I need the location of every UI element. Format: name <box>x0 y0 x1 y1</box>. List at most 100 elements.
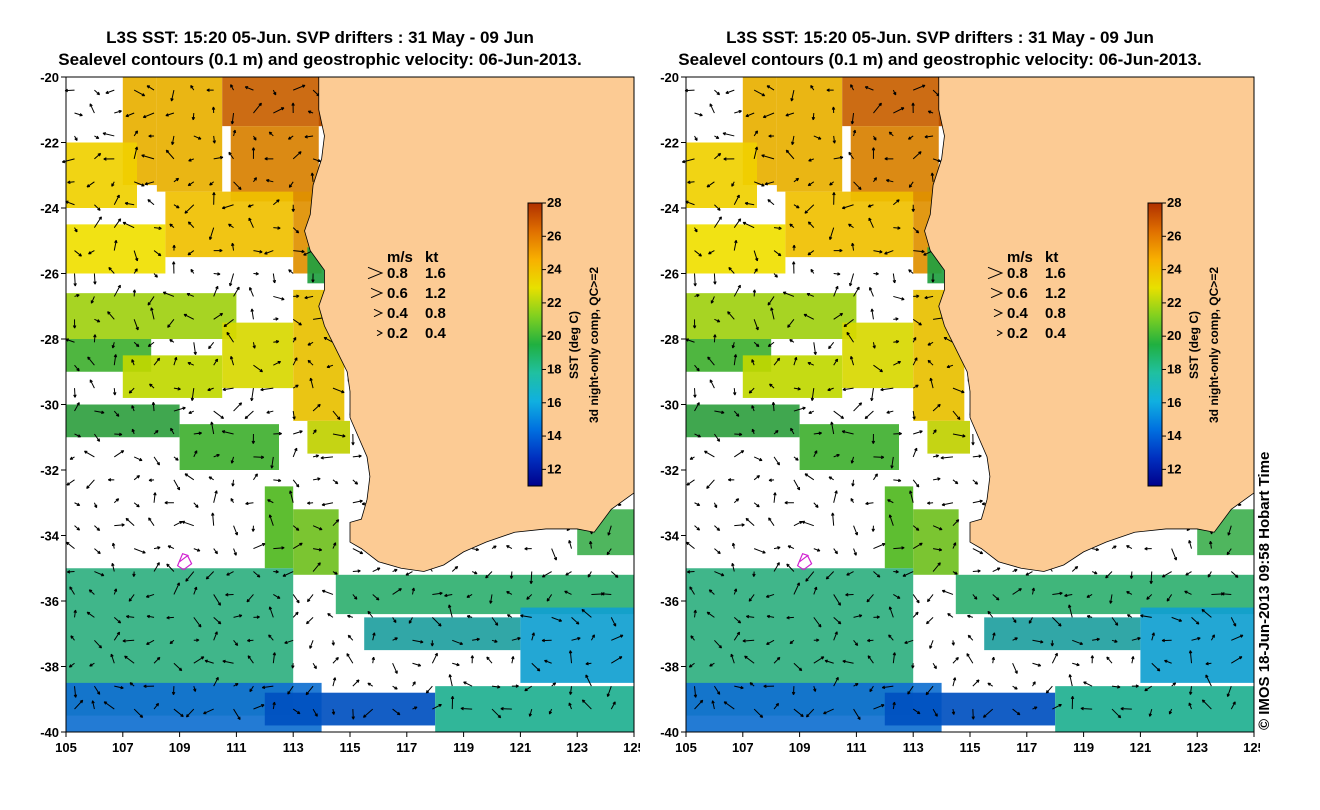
velocity-arrow <box>1012 617 1017 624</box>
velocity-arrow <box>745 614 755 619</box>
velocity-arrow <box>694 402 700 412</box>
velocity-arrow <box>753 548 766 554</box>
velocity-arrow <box>767 296 775 306</box>
velocity-arrow <box>94 204 101 211</box>
velocity-arrow <box>312 403 321 412</box>
sst-patch <box>230 126 319 202</box>
velocity-arrow <box>111 181 115 187</box>
velocity-arrow <box>853 286 860 297</box>
velocity-arrow <box>213 676 219 687</box>
velocity-arrow <box>292 336 297 343</box>
velocity-arrow <box>1161 638 1172 643</box>
velocity-arrow <box>351 709 355 720</box>
velocity-arrow <box>187 181 195 187</box>
velocity-arrow <box>405 571 413 576</box>
velocity-arrow <box>813 656 825 664</box>
legend-ms-value: 0.4 <box>1007 305 1029 322</box>
velocity-arrow <box>321 502 334 507</box>
velocity-arrow <box>133 708 144 718</box>
velocity-arrow <box>733 588 738 595</box>
velocity-arrow <box>931 273 935 283</box>
velocity-arrow <box>141 154 155 160</box>
velocity-arrow <box>113 354 118 366</box>
velocity-arrow <box>813 586 818 595</box>
velocity-arrow <box>890 456 894 469</box>
velocity-arrow <box>1144 546 1152 551</box>
velocity-arrow <box>733 284 741 297</box>
velocity-arrow <box>90 296 95 304</box>
velocity-arrow <box>892 652 897 664</box>
velocity-arrow <box>767 199 775 206</box>
velocity-arrow <box>731 542 736 549</box>
velocity-arrow <box>247 204 254 208</box>
velocity-arrow <box>1052 703 1062 710</box>
velocity-arrow <box>133 456 143 462</box>
y-tick-label: -22 <box>40 136 59 151</box>
velocity-arrow <box>253 473 258 481</box>
velocity-arrow <box>786 616 794 620</box>
velocity-arrow <box>544 659 552 664</box>
legend-kt-value: 1.6 <box>425 265 446 282</box>
velocity-arrow <box>805 571 815 582</box>
velocity-arrow <box>714 135 720 139</box>
velocity-arrow <box>74 402 80 412</box>
velocity-arrow <box>253 615 260 619</box>
velocity-arrow <box>113 498 120 504</box>
velocity-arrow <box>1080 706 1093 711</box>
velocity-arrow <box>125 614 135 619</box>
velocity-arrow <box>708 250 715 255</box>
velocity-arrow <box>489 594 493 604</box>
velocity-arrow <box>208 476 214 481</box>
velocity-arrow <box>546 594 553 602</box>
velocity-arrow <box>209 181 214 186</box>
velocity-arrow <box>867 655 874 664</box>
velocity-arrow <box>1032 639 1044 644</box>
velocity-arrow <box>793 204 800 209</box>
velocity-arrow <box>1064 593 1073 598</box>
velocity-arrow <box>807 250 815 256</box>
velocity-arrow <box>94 571 105 577</box>
sst-patch <box>799 424 899 470</box>
velocity-arrow <box>253 102 262 114</box>
sst-patch <box>776 77 843 192</box>
y-tick-label: -40 <box>40 725 59 740</box>
velocity-arrow <box>727 311 735 320</box>
velocity-arrow <box>849 273 855 287</box>
velocity-arrow <box>773 273 778 278</box>
velocity-arrow <box>952 677 957 687</box>
velocity-arrow <box>511 684 519 688</box>
velocity-arrow <box>888 634 894 641</box>
velocity-arrow <box>408 617 413 624</box>
velocity-arrow <box>714 571 725 577</box>
velocity-arrow <box>111 342 116 349</box>
velocity-arrow <box>86 611 95 618</box>
velocity-arrow <box>792 244 796 251</box>
velocity-arrow <box>833 676 839 687</box>
velocity-arrow <box>310 172 315 182</box>
velocity-arrow <box>912 151 922 160</box>
velocity-arrow <box>193 686 197 692</box>
velocity-arrow <box>332 656 339 664</box>
velocity-arrow <box>1226 685 1232 697</box>
velocity-arrow <box>912 708 921 715</box>
velocity-arrow <box>1068 674 1073 687</box>
velocity-arrow <box>972 499 983 504</box>
velocity-arrow <box>111 562 115 572</box>
velocity-arrow <box>831 106 836 114</box>
velocity-arrow <box>694 699 704 710</box>
velocity-arrow <box>706 479 715 489</box>
velocity-arrow <box>245 501 254 506</box>
velocity-arrow <box>1191 636 1201 641</box>
velocity-arrow <box>823 708 834 715</box>
velocity-arrow <box>811 112 816 121</box>
velocity-arrow <box>122 221 135 229</box>
velocity-arrow <box>1092 637 1100 642</box>
legend-arrow <box>373 308 384 318</box>
velocity-arrow <box>367 682 373 687</box>
velocity-arrow <box>912 542 923 550</box>
velocity-arrow <box>880 387 894 392</box>
velocity-arrow <box>268 606 274 618</box>
velocity-arrow <box>230 84 235 91</box>
velocity-arrow <box>952 656 959 664</box>
velocity-arrow <box>102 132 115 137</box>
